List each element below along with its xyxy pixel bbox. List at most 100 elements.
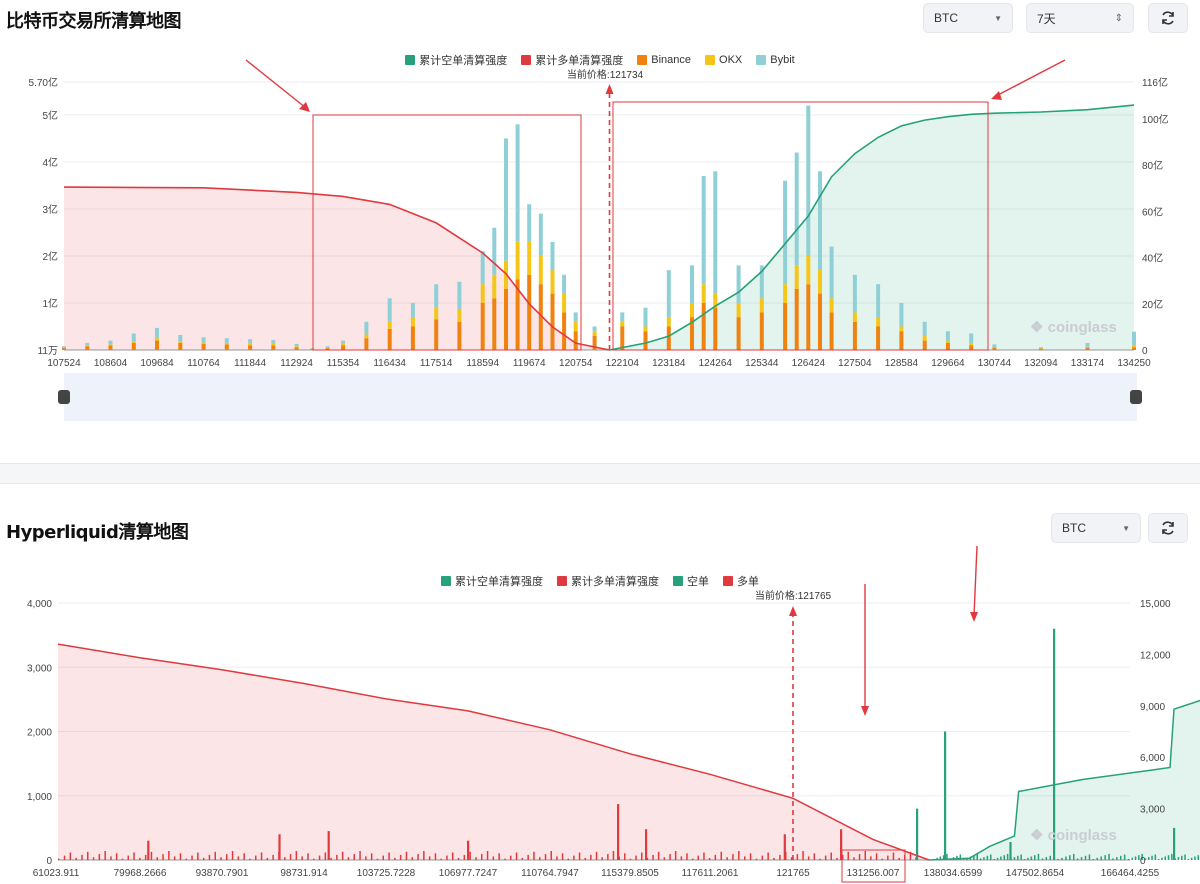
bar-short [959, 854, 962, 860]
refresh-button[interactable] [1148, 3, 1188, 33]
bar-long [645, 829, 648, 860]
bar-bybit [899, 303, 904, 327]
bar-long [738, 851, 740, 860]
bar-binance [713, 307, 718, 350]
bar-long [452, 852, 454, 860]
bar-okx [201, 342, 206, 344]
symbol-select-value: BTC [1062, 521, 1086, 535]
legend-item[interactable]: OKX [705, 52, 742, 68]
bar-short [1034, 855, 1036, 860]
bar-short [916, 808, 919, 860]
legend-item[interactable]: 累计空单清算强度 [441, 573, 543, 589]
highlight-box [612, 101, 989, 351]
legend-item[interactable]: 累计多单清算强度 [521, 52, 623, 68]
bar-long [697, 855, 699, 860]
bar-long [208, 854, 211, 860]
x-axis-tick: 131256.007 [847, 868, 900, 879]
legend-item[interactable]: 累计空单清算强度 [405, 52, 507, 68]
legend-item[interactable]: Bybit [756, 52, 795, 68]
bar-short [942, 855, 945, 860]
bar-binance [573, 331, 578, 350]
x-axis-tick: 112924 [280, 358, 313, 369]
bar-short [1123, 854, 1126, 860]
chart-legend: 累计空单清算强度 累计多单清算强度 Binance OKX Bybit [0, 52, 1200, 68]
legend-item[interactable]: Binance [637, 52, 691, 68]
bar-binance [643, 331, 648, 350]
bar-short [1184, 854, 1186, 860]
zoom-range-track[interactable] [64, 373, 1137, 421]
right-axis-tick: 116亿 [1142, 76, 1168, 89]
x-axis-tick: 106977.7247 [439, 868, 498, 879]
bar-long [646, 857, 649, 860]
symbol-select[interactable]: BTC ▼ [1051, 513, 1141, 543]
bar-long [714, 854, 717, 860]
bar-long [147, 840, 150, 860]
bar-long [601, 857, 603, 860]
bar-long [434, 853, 437, 860]
bar-long [214, 851, 216, 860]
bar-binance [1039, 348, 1043, 350]
coinglass-logo-icon: ❖ [1030, 827, 1044, 844]
legend-label: 累计空单清算强度 [419, 55, 508, 67]
bar-short [956, 855, 958, 860]
left-axis-tick: 3亿 [42, 203, 58, 216]
right-axis-tick: 9,000 [1140, 702, 1165, 713]
refresh-button[interactable] [1148, 513, 1188, 543]
bar-bybit [434, 284, 439, 308]
legend-label: 累计多单清算强度 [571, 576, 659, 588]
bar-bybit [410, 303, 415, 318]
bar-short [1177, 857, 1180, 860]
bar-long [807, 856, 810, 860]
bar-short [1134, 856, 1137, 860]
bar-long [813, 853, 816, 860]
bar-binance [818, 293, 822, 350]
bar-okx [690, 303, 694, 318]
bar-long [669, 854, 671, 860]
x-axis-tick: 133174 [1071, 358, 1105, 369]
bar-short [1148, 857, 1150, 860]
chart-legend: 累计空单清算强度 累计多单清算强度 空单 多单 [0, 573, 1200, 589]
bar-okx [1132, 345, 1136, 348]
bar-long [544, 854, 547, 860]
bar-okx [155, 338, 159, 341]
bar-long [318, 855, 321, 860]
bar-binance [364, 338, 369, 350]
bar-short [1049, 855, 1051, 860]
bar-long [652, 854, 654, 860]
bar-okx [131, 341, 136, 343]
legend-swatch [557, 576, 567, 586]
bar-okx [713, 293, 718, 308]
zoom-right-handle[interactable] [1130, 390, 1142, 404]
range-select[interactable]: 7天 ⇕ [1026, 3, 1134, 33]
legend-item[interactable]: 累计多单清算强度 [557, 573, 659, 589]
zoom-left-handle[interactable] [58, 390, 70, 404]
bar-okx [899, 326, 904, 332]
symbol-select[interactable]: BTC ▼ [923, 3, 1013, 33]
chevron-updown-icon: ⇕ [1114, 12, 1123, 24]
legend-item[interactable]: 空单 [673, 573, 709, 589]
legend-item[interactable]: 多单 [723, 573, 759, 589]
bar-bybit [62, 346, 66, 348]
right-axis-tick: 40亿 [1142, 252, 1163, 265]
legend-swatch [673, 576, 683, 586]
bar-okx [457, 310, 462, 322]
bar-long [75, 857, 77, 860]
cumulative-short-line [928, 699, 1200, 861]
left-axis-tick: 1亿 [42, 297, 58, 310]
bar-long [179, 853, 182, 860]
bar-binance [701, 303, 706, 350]
right-axis-tick: 20亿 [1142, 298, 1163, 311]
bar-binance [538, 284, 543, 350]
bar-long [255, 855, 257, 860]
bar-long [168, 851, 170, 860]
bar-long [341, 851, 344, 860]
bar-long [423, 851, 425, 860]
bar-short [1080, 857, 1083, 860]
bar-binance [341, 345, 346, 350]
bar-binance [85, 346, 90, 350]
bar-long [875, 853, 878, 860]
bar-long [220, 857, 222, 860]
bar-long [185, 858, 187, 860]
bar-binance [457, 321, 462, 350]
bar-bybit [271, 340, 276, 344]
